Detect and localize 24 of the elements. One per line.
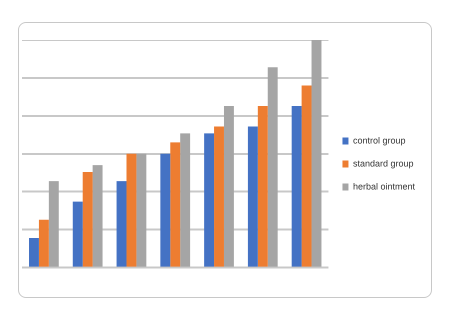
bar [268,67,278,267]
bar [38,220,49,267]
bar [29,238,39,267]
bar [170,142,180,267]
bar [136,154,146,267]
bar [224,106,234,267]
bar [116,181,126,267]
bar [258,106,268,267]
bar [292,106,302,267]
bar [302,86,312,267]
bar [92,165,103,267]
bar [204,133,214,267]
legend-label: control group [352,135,406,146]
bar [180,133,190,267]
legend-label: herbal ointment [352,181,416,192]
bar [214,126,224,267]
bar [48,181,59,267]
bar [248,126,258,267]
bar [72,202,83,267]
bar [312,40,322,267]
bar [160,154,170,267]
legend-label: standard group [352,158,414,168]
bar [126,154,136,267]
bar [82,172,93,267]
